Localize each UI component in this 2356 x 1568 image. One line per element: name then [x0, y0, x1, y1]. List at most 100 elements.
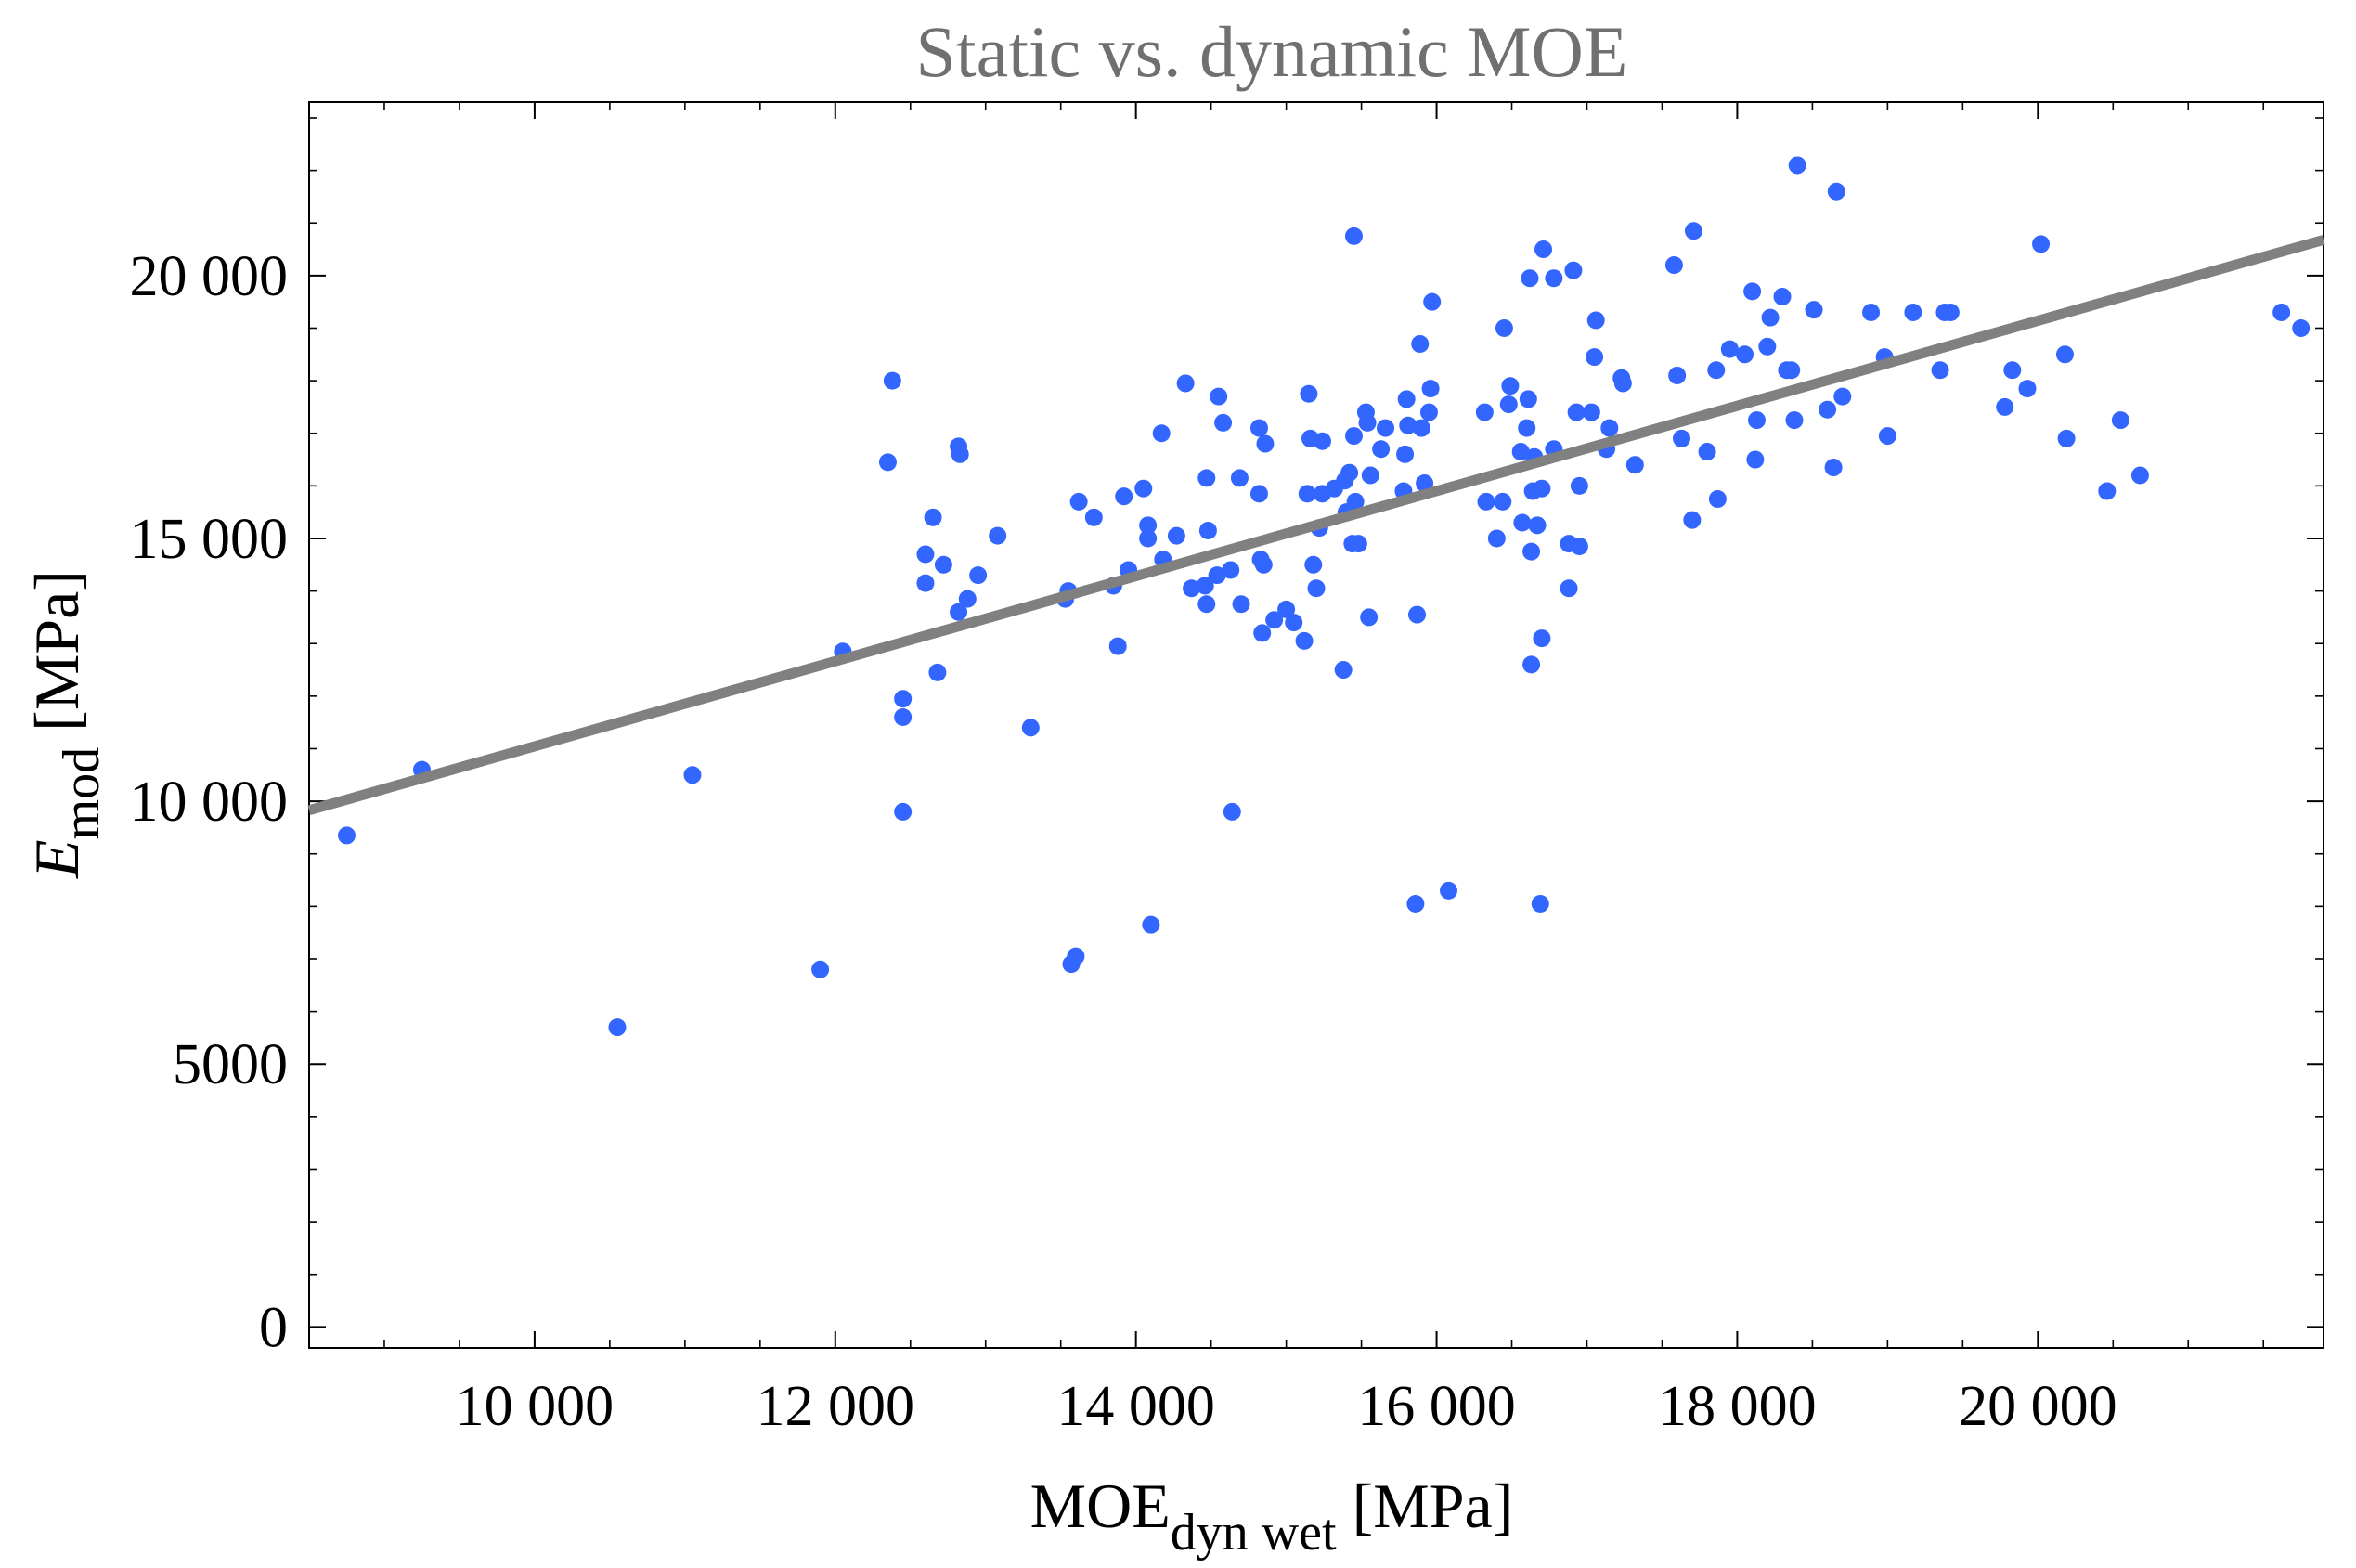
data-point: [683, 766, 702, 784]
y-tick-label: 20 000: [130, 245, 289, 308]
data-point: [1519, 390, 1537, 408]
data-point: [1108, 637, 1127, 655]
data-point: [1545, 269, 1563, 288]
trend-line: [307, 235, 2325, 816]
major-ticks: [309, 102, 2324, 1348]
data-point: [1408, 605, 1426, 624]
data-point: [2032, 235, 2051, 253]
data-point: [1334, 661, 1353, 680]
y-tick-label: 15 000: [130, 508, 289, 571]
data-point: [1183, 579, 1201, 598]
data-point: [1758, 337, 1777, 356]
data-point: [1222, 561, 1240, 579]
data-point: [1996, 397, 2014, 416]
chart-title: Static vs. dynamic MOE: [916, 11, 1628, 92]
data-point: [1788, 156, 1806, 175]
data-point: [1360, 608, 1379, 627]
data-point: [1477, 492, 1495, 511]
data-point: [1249, 419, 1268, 437]
data-point: [1230, 469, 1249, 487]
data-point: [1249, 485, 1268, 503]
y-axis-label-main: E: [21, 839, 92, 879]
data-point: [1824, 459, 1843, 477]
x-tick-label: 20 000: [1959, 1375, 2117, 1438]
data-point: [1134, 479, 1153, 498]
data-point: [1533, 479, 1551, 498]
data-point: [1361, 466, 1379, 485]
data-point: [1115, 487, 1133, 506]
data-point: [1208, 566, 1226, 585]
data-point: [1232, 595, 1250, 614]
data-point: [1684, 222, 1702, 240]
data-point: [1582, 403, 1600, 421]
data-point: [1708, 490, 1727, 509]
data-point: [1176, 374, 1195, 393]
data-point: [1069, 492, 1088, 511]
data-point: [1416, 474, 1434, 493]
minor-ticks: [308, 102, 2324, 1348]
data-point: [1277, 600, 1296, 618]
data-point: [951, 445, 969, 463]
data-point: [928, 663, 947, 681]
data-point: [1298, 485, 1316, 503]
data-point: [1518, 419, 1536, 437]
data-point: [1214, 413, 1233, 432]
data-point: [916, 545, 935, 564]
x-tick-labels: 10 000 12 000 14 000 16 000 18 000 20 000: [456, 1375, 2117, 1438]
data-point: [1419, 403, 1438, 421]
data-point: [1139, 529, 1158, 548]
data-point: [1440, 881, 1458, 900]
data-point: [1833, 387, 1852, 406]
data-point: [1521, 269, 1539, 288]
data-point: [1397, 390, 1416, 408]
data-point: [1785, 411, 1804, 430]
data-point: [1773, 288, 1792, 306]
data-point: [1487, 529, 1506, 548]
data-point: [1412, 419, 1430, 437]
data-point: [1340, 463, 1359, 482]
data-point: [2057, 429, 2076, 447]
x-axis-label-unit: [MPa]: [1337, 1471, 1514, 1541]
data-point: [894, 708, 913, 727]
data-point: [1406, 895, 1425, 914]
data-point: [1285, 614, 1303, 632]
data-point: [1564, 261, 1583, 279]
x-axis-label-main: MOE: [1030, 1471, 1171, 1541]
data-point: [950, 603, 968, 621]
plot-frame: [308, 101, 2324, 1349]
data-point: [894, 802, 913, 821]
data-point: [1307, 579, 1326, 598]
data-point: [894, 690, 913, 708]
data-point: [1586, 311, 1605, 330]
y-axis-label-sub: mod: [53, 747, 110, 840]
data-point: [958, 590, 977, 608]
data-point: [1625, 456, 1644, 474]
data-point: [2292, 318, 2311, 337]
data-point: [2003, 361, 2022, 380]
y-axis-label: Emod [MPa]: [21, 570, 110, 879]
x-axis-label-sub: dyn wet: [1171, 1504, 1337, 1562]
data-point: [1344, 427, 1363, 446]
data-point: [1494, 492, 1512, 511]
data-point: [1423, 292, 1442, 311]
data-point: [1344, 227, 1363, 245]
data-point: [2018, 380, 2037, 398]
data-point: [1613, 374, 1632, 393]
data-point: [2055, 345, 2074, 364]
data-point: [1931, 361, 1949, 380]
data-point: [1475, 403, 1494, 421]
data-point: [1223, 802, 1241, 821]
data-point: [1862, 303, 1881, 321]
data-point: [2111, 411, 2129, 430]
data-point: [811, 960, 830, 978]
data-point: [1411, 334, 1430, 353]
data-point: [1304, 555, 1323, 574]
data-point: [1720, 340, 1739, 358]
data-point: [1878, 427, 1896, 446]
data-point: [1210, 387, 1228, 406]
data-point: [1782, 361, 1801, 380]
x-tick-label: 14 000: [1056, 1375, 1215, 1438]
data-point: [1528, 516, 1547, 535]
data-point: [1196, 577, 1214, 595]
data-point: [989, 526, 1007, 545]
